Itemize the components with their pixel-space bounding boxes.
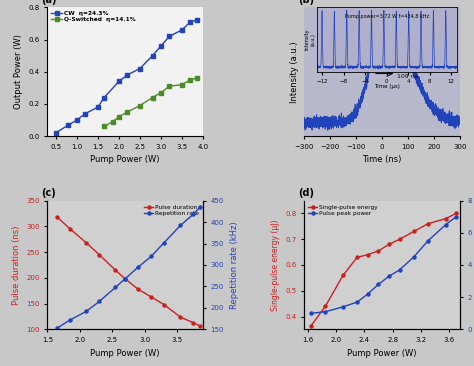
CW  η=24.3%: [137, 66, 143, 71]
Pulse duration: [122, 277, 128, 281]
Y-axis label: Single-pulse energy (μJ): Single-pulse energy (μJ): [271, 219, 280, 311]
CW  η=24.3%: [53, 131, 59, 135]
Line: Repetition rate: Repetition rate: [55, 206, 201, 330]
CW  η=24.3%: [179, 28, 185, 32]
Q-Switched  η=14.1%: [116, 115, 122, 119]
CW  η=24.3%: [116, 79, 122, 83]
Pulse duration: [148, 295, 154, 299]
CW  η=24.3%: [166, 34, 172, 38]
Pulse peak power: [397, 268, 402, 272]
Pulse peak power: [425, 239, 431, 243]
X-axis label: Time (ns): Time (ns): [362, 155, 401, 164]
CW  η=24.3%: [194, 18, 200, 22]
Pulse duration: [113, 268, 118, 272]
Line: CW  η=24.3%: CW η=24.3%: [54, 18, 199, 135]
X-axis label: Pump Power (W): Pump Power (W): [347, 348, 417, 358]
Legend: Pulse duration, Repetition rate: Pulse duration, Repetition rate: [143, 203, 200, 217]
CW  η=24.3%: [125, 73, 130, 77]
Line: Pulse peak power: Pulse peak power: [310, 215, 458, 315]
Repetition rate: [161, 240, 167, 245]
Repetition rate: [113, 285, 118, 290]
Q-Switched  η=14.1%: [158, 90, 164, 95]
Line: Single-pulse energy: Single-pulse energy: [310, 212, 458, 327]
CW  η=24.3%: [150, 53, 155, 58]
CW  η=24.3%: [65, 123, 71, 127]
Q-Switched  η=14.1%: [150, 95, 155, 100]
Repetition rate: [177, 223, 183, 228]
Pulse peak power: [386, 274, 392, 279]
Q-Switched  η=14.1%: [188, 78, 193, 82]
Line: Q-Switched  η=14.1%: Q-Switched η=14.1%: [102, 76, 199, 128]
Q-Switched  η=14.1%: [110, 119, 116, 124]
Repetition rate: [136, 265, 141, 269]
Single-pulse energy: [397, 237, 402, 242]
Q-Switched  η=14.1%: [101, 124, 107, 129]
X-axis label: Pump Power (W): Pump Power (W): [91, 155, 160, 164]
Text: (c): (c): [41, 188, 56, 198]
Pulse duration: [136, 287, 141, 291]
Pulse duration: [83, 240, 89, 245]
Pulse peak power: [322, 310, 328, 314]
Pulse peak power: [365, 292, 371, 296]
Q-Switched  η=14.1%: [194, 76, 200, 81]
Single-pulse energy: [411, 229, 417, 234]
Pulse peak power: [454, 214, 459, 219]
Y-axis label: Intensity (a.u.): Intensity (a.u.): [290, 41, 299, 102]
Pulse duration: [67, 227, 73, 231]
Text: (b): (b): [298, 0, 314, 5]
Text: (a): (a): [41, 0, 57, 5]
Pulse peak power: [375, 282, 381, 287]
Repetition rate: [191, 212, 196, 217]
Single-pulse energy: [340, 273, 346, 277]
Pulse peak power: [340, 305, 346, 309]
Single-pulse energy: [322, 304, 328, 309]
Repetition rate: [197, 205, 202, 210]
Text: (d): (d): [298, 188, 314, 198]
Pulse peak power: [309, 311, 314, 315]
Repetition rate: [67, 318, 73, 322]
CW  η=24.3%: [82, 111, 88, 116]
Single-pulse energy: [309, 323, 314, 328]
Pulse duration: [55, 215, 60, 219]
Pulse duration: [191, 321, 196, 325]
Text: 109 ns: 109 ns: [397, 74, 418, 79]
Single-pulse energy: [454, 211, 459, 216]
Pulse duration: [177, 315, 183, 319]
Repetition rate: [122, 277, 128, 281]
Repetition rate: [83, 309, 89, 314]
Repetition rate: [148, 254, 154, 259]
Pulse duration: [161, 302, 167, 307]
Repetition rate: [55, 326, 60, 330]
Pulse duration: [96, 253, 102, 257]
Single-pulse energy: [425, 221, 431, 226]
Single-pulse energy: [386, 242, 392, 247]
Single-pulse energy: [365, 253, 371, 257]
Single-pulse energy: [375, 249, 381, 253]
CW  η=24.3%: [188, 20, 193, 24]
Single-pulse energy: [443, 216, 448, 221]
Y-axis label: Output Power (W): Output Power (W): [14, 34, 23, 109]
CW  η=24.3%: [74, 118, 80, 122]
Legend: CW  η=24.3%, Q-Switched  η=14.1%: CW η=24.3%, Q-Switched η=14.1%: [50, 10, 137, 24]
Single-pulse energy: [355, 255, 360, 259]
Q-Switched  η=14.1%: [125, 110, 130, 114]
Y-axis label: Repetition rate (kHz): Repetition rate (kHz): [230, 221, 239, 309]
Q-Switched  η=14.1%: [179, 82, 185, 87]
CW  η=24.3%: [95, 105, 100, 109]
CW  η=24.3%: [101, 95, 107, 100]
Q-Switched  η=14.1%: [137, 103, 143, 108]
Repetition rate: [96, 299, 102, 304]
Legend: Single-pulse energy, Pulse peak power: Single-pulse energy, Pulse peak power: [307, 203, 379, 217]
Pulse peak power: [411, 255, 417, 259]
X-axis label: Pump Power (W): Pump Power (W): [91, 348, 160, 358]
CW  η=24.3%: [158, 44, 164, 48]
Y-axis label: Pulse duration (ns): Pulse duration (ns): [12, 225, 21, 305]
Pulse peak power: [443, 223, 448, 227]
Q-Switched  η=14.1%: [166, 84, 172, 89]
Pulse duration: [197, 324, 202, 328]
Line: Pulse duration: Pulse duration: [55, 216, 201, 327]
Pulse peak power: [355, 300, 360, 304]
